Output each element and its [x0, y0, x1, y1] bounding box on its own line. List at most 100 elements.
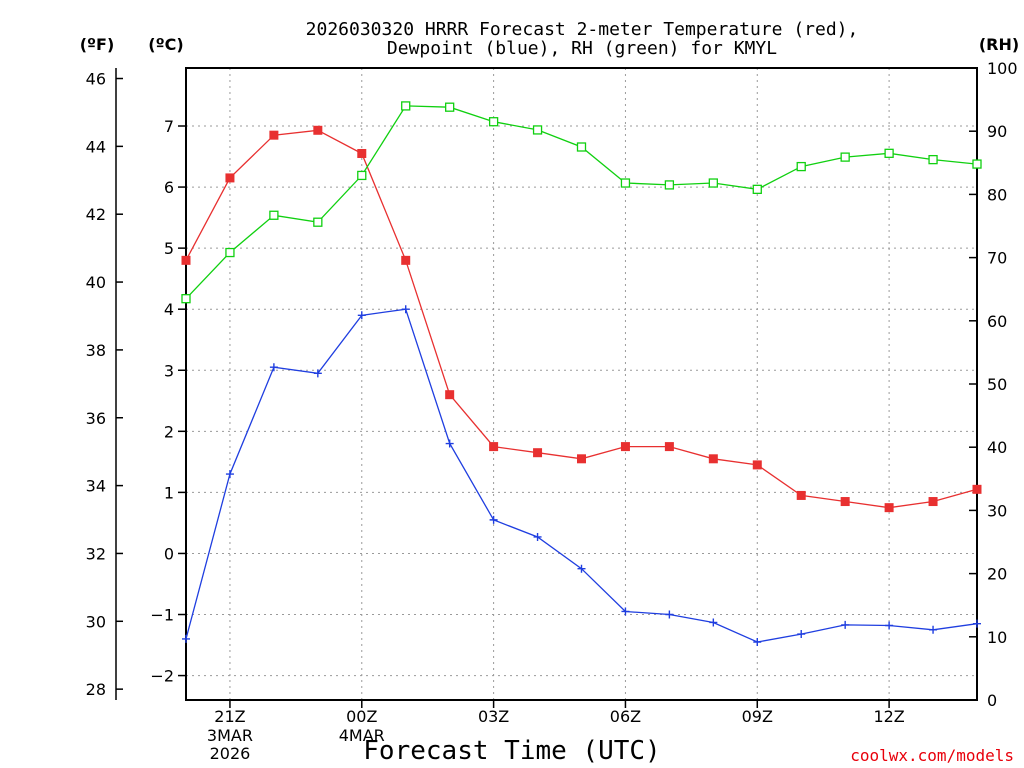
dewpoint-point	[577, 564, 586, 573]
dewpoint-point	[621, 607, 630, 616]
temperature-point	[796, 490, 806, 500]
rh-point	[269, 210, 279, 220]
dewpoint-point	[445, 439, 454, 448]
dewpoint-point	[533, 532, 542, 541]
rh-point	[488, 117, 499, 127]
rh-tick-label: 50	[987, 375, 1007, 394]
temperature-point	[664, 442, 674, 452]
rh-point	[884, 148, 894, 158]
fahrenheit-tick-label: 32	[86, 544, 106, 563]
x-tick-label: 09Z	[742, 707, 773, 726]
dewpoint-point	[489, 515, 498, 524]
rh-point	[620, 178, 631, 188]
rh-tick-label: 10	[987, 628, 1007, 647]
fahrenheit-tick-label: 44	[86, 137, 106, 156]
temperature-point	[269, 130, 279, 140]
temperature-point	[884, 503, 894, 513]
dewpoint-point	[225, 470, 234, 479]
dewpoint-point	[797, 630, 806, 639]
temperature-point	[533, 448, 543, 458]
temperature-point	[840, 497, 850, 507]
grid-lines	[186, 68, 977, 700]
rh-point	[972, 159, 982, 169]
x-tick-label: 21Z	[214, 707, 245, 726]
fahrenheit-tick-label: 34	[86, 477, 106, 496]
chart-title-line-2: Dewpoint (blue), RH (green) for KMYL	[387, 38, 777, 59]
dewpoint-point	[665, 610, 674, 619]
dewpoint-point	[401, 305, 410, 314]
data-series	[181, 101, 982, 646]
rh-point	[181, 294, 191, 304]
temperature-point	[752, 460, 762, 470]
celsius-tick-label: 0	[164, 544, 174, 563]
fahrenheit-tick-label: 38	[86, 341, 106, 360]
celsius-tick-label: 7	[164, 117, 174, 136]
rh-tick-label: 20	[987, 565, 1007, 584]
dewpoint-point	[929, 625, 938, 634]
fahrenheit-unit-label: (ºF)	[80, 35, 115, 54]
rh-point	[664, 180, 675, 190]
dewpoint-point	[709, 618, 718, 627]
rh-unit-label: (RH)	[979, 35, 1019, 54]
x-tick-sublabel: 3MAR	[207, 726, 253, 745]
plot-frame	[185, 67, 978, 701]
fahrenheit-tick-label: 42	[86, 205, 106, 224]
dewpoint-point	[753, 637, 762, 646]
celsius-tick-label: −2	[150, 667, 174, 686]
x-tick-sublabel: 2026	[210, 744, 251, 763]
celsius-tick-label: 6	[164, 178, 174, 197]
chart-title-line-1: 2026030320 HRRR Forecast 2-meter Tempera…	[306, 19, 859, 40]
fahrenheit-tick-label: 28	[86, 680, 106, 699]
rh-tick-label: 60	[987, 312, 1007, 331]
temperature-point	[577, 454, 586, 464]
rh-point	[708, 178, 718, 188]
celsius-tick-label: 2	[164, 422, 174, 441]
dewpoint-point	[357, 311, 366, 320]
celsius-tick-label: 4	[164, 300, 174, 319]
x-axis-title: Forecast Time (UTC)	[363, 736, 660, 766]
rh-tick-label: 80	[987, 185, 1007, 204]
temperature-point	[972, 484, 982, 494]
rh-point	[576, 142, 587, 152]
celsius-tick-label: 3	[164, 361, 174, 380]
x-tick-label: 03Z	[478, 707, 509, 726]
rh-tick-label: 100	[987, 59, 1018, 78]
temperature-point	[620, 442, 630, 452]
rh-point	[928, 154, 938, 165]
rh-point	[532, 125, 543, 135]
temperature-point	[445, 390, 455, 400]
rh-point	[225, 247, 235, 258]
x-tick-sublabel: 4MAR	[339, 726, 385, 745]
dewpoint-point	[973, 619, 981, 628]
rh-point	[357, 170, 367, 181]
temperature-point	[313, 125, 323, 135]
fahrenheit-tick-label: 36	[86, 409, 106, 428]
celsius-tick-label: 1	[164, 483, 174, 502]
x-tick-label: 06Z	[610, 707, 641, 726]
fahrenheit-tick-label: 30	[86, 612, 106, 631]
rh-tick-label: 90	[987, 122, 1007, 141]
rh-point	[752, 184, 762, 194]
celsius-tick-label: −1	[150, 606, 174, 625]
axes: −2−1012345672830323436384042444601020304…	[86, 59, 1018, 763]
rh-point	[796, 161, 806, 172]
temperature-point	[489, 442, 499, 452]
rh-point	[401, 101, 411, 111]
rh-point	[445, 102, 455, 112]
dewpoint-point	[885, 621, 894, 630]
celsius-tick-label: 5	[164, 239, 174, 258]
temperature-point	[401, 255, 411, 265]
rh-tick-label: 0	[987, 691, 997, 710]
fahrenheit-tick-label: 46	[86, 70, 106, 89]
temperature-point	[928, 497, 938, 507]
temperature-point	[225, 173, 235, 183]
rh-tick-label: 70	[987, 249, 1007, 268]
dewpoint-series-line	[185, 308, 978, 643]
x-tick-label: 00Z	[346, 707, 377, 726]
temperature-point	[357, 148, 367, 158]
dewpoint-point	[841, 620, 850, 629]
rh-tick-label: 40	[987, 438, 1007, 457]
rh-point	[313, 217, 323, 227]
source-credit: coolwx.com/models	[850, 746, 1014, 765]
